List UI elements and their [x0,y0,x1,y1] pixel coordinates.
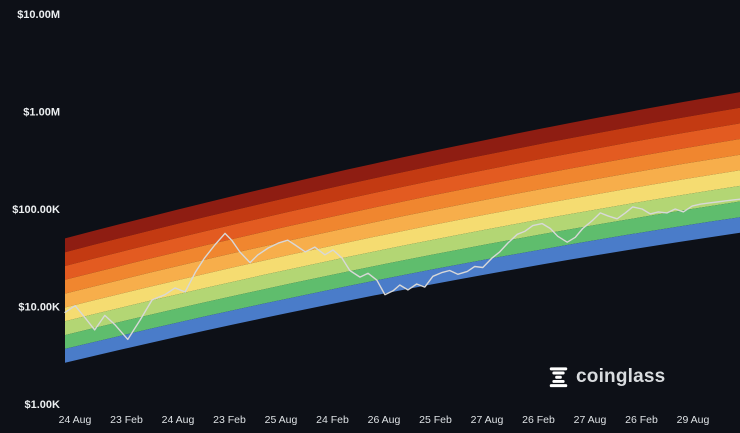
x-axis-label: 25 Aug [265,414,298,426]
y-axis-label: $1.00M [23,107,60,119]
x-axis-label: 27 Aug [471,414,504,426]
x-axis-label: 23 Feb [213,414,246,426]
price-line [64,198,740,341]
y-axis-label: $100.00K [12,204,60,216]
x-axis-label: 27 Aug [574,414,607,426]
coinglass-wordmark: coinglass [576,366,666,387]
rainbow-band-1 [65,92,740,253]
y-axis-label: $1.00K [25,399,61,411]
x-axis-label: 24 Aug [59,414,92,426]
x-axis-label: 26 Feb [522,414,555,426]
coinglass-branding: coinglass [548,366,665,388]
x-axis-label: 25 Feb [419,414,452,426]
rainbow-band-6 [65,170,740,322]
x-axis-label: 26 Feb [625,414,658,426]
x-axis-label: 26 Aug [368,414,401,426]
x-axis-label: 23 Feb [110,414,143,426]
rainbow-band-9 [65,217,740,363]
y-axis-label: $10.00M [17,9,60,21]
x-axis-label: 29 Aug [677,414,710,426]
coinglass-logo-icon [549,366,568,387]
x-axis-label: 24 Aug [162,414,195,426]
y-axis-label: $10.00K [18,302,60,314]
x-axis-label: 24 Feb [316,414,349,426]
